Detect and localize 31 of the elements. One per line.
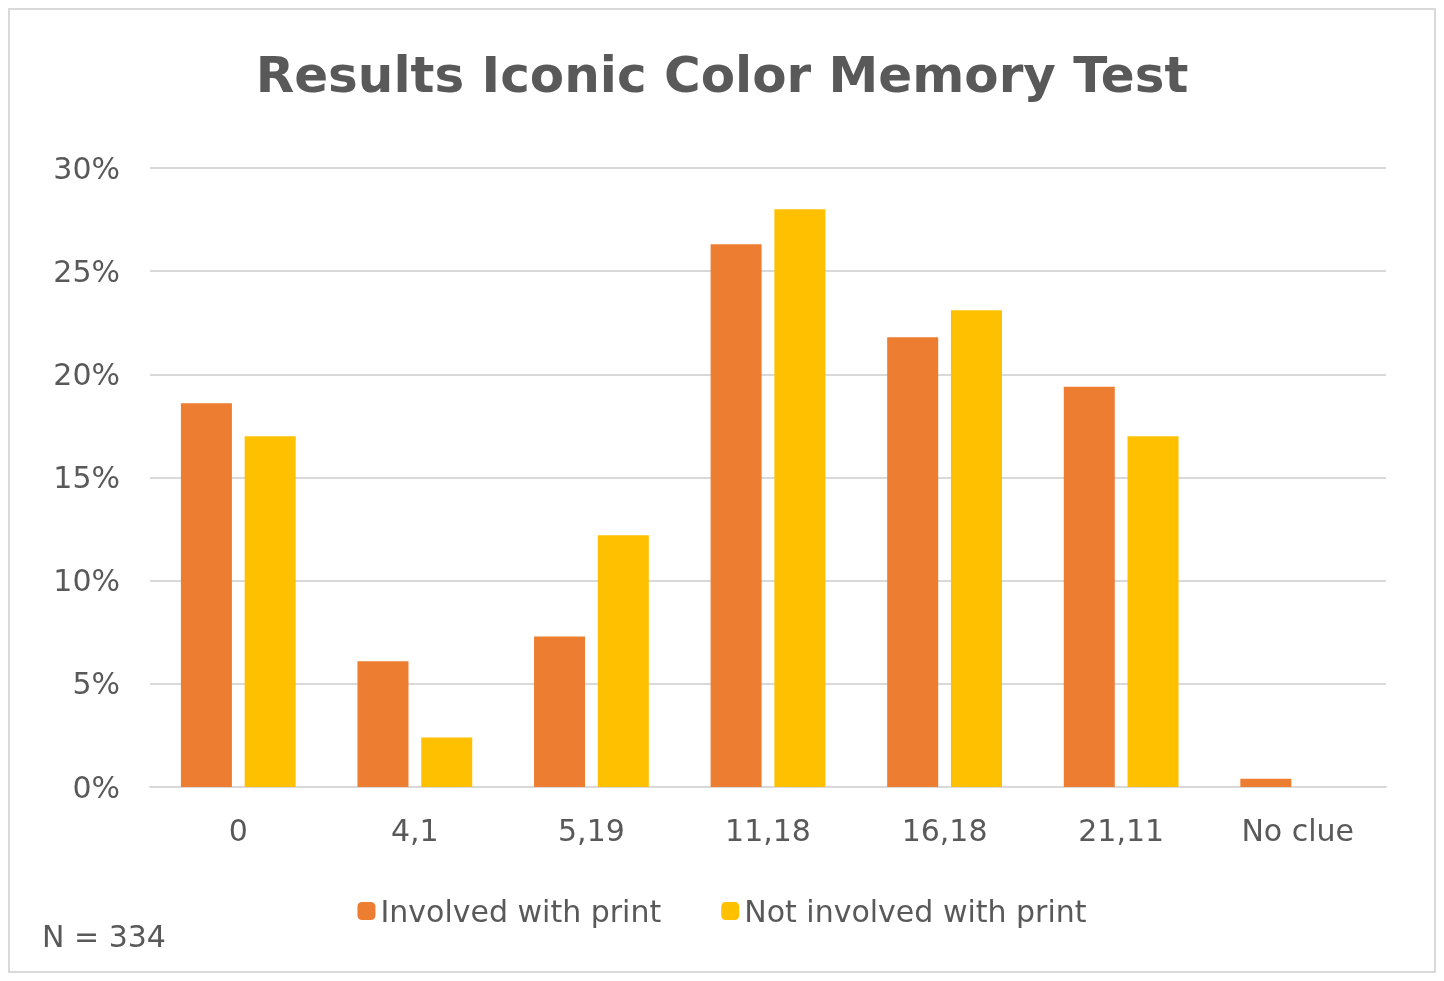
bar: [597, 535, 649, 787]
x-tick-label: 11,18: [725, 812, 811, 848]
y-tick-label: 20%: [53, 356, 120, 392]
bar: [1240, 778, 1292, 787]
x-tick-label: 21,11: [1078, 812, 1165, 848]
y-tick-label: 15%: [53, 460, 120, 495]
bar: [357, 661, 409, 787]
bar: [950, 310, 1002, 787]
legend-label: Not involved with print: [744, 893, 1087, 929]
y-tick-label: 25%: [53, 253, 120, 289]
bar: [180, 403, 232, 787]
bar: [710, 244, 762, 787]
legend-label: Involved with print: [380, 893, 662, 929]
y-tick-label: 10%: [53, 563, 120, 599]
x-tick-label: 0: [228, 812, 248, 848]
x-tick-label: 4,1: [391, 812, 439, 848]
x-tick-label: 16,18: [901, 812, 988, 848]
text: N = 334: [42, 918, 166, 954]
bar: [774, 209, 826, 787]
y-tick-label: 30%: [53, 150, 120, 186]
y-tick-label: 0%: [72, 769, 120, 805]
bar: [244, 436, 296, 787]
x-tick-label: No clue: [1241, 812, 1355, 848]
bar: [534, 636, 586, 787]
chart-title: Results Iconic Color Memory Test: [255, 46, 1189, 104]
bar: [421, 737, 473, 787]
x-tick-label: 5,19: [558, 812, 625, 848]
bar: [887, 337, 939, 787]
y-tick-label: 5%: [72, 666, 120, 702]
bar: [1127, 436, 1179, 787]
bar: [1063, 386, 1115, 787]
